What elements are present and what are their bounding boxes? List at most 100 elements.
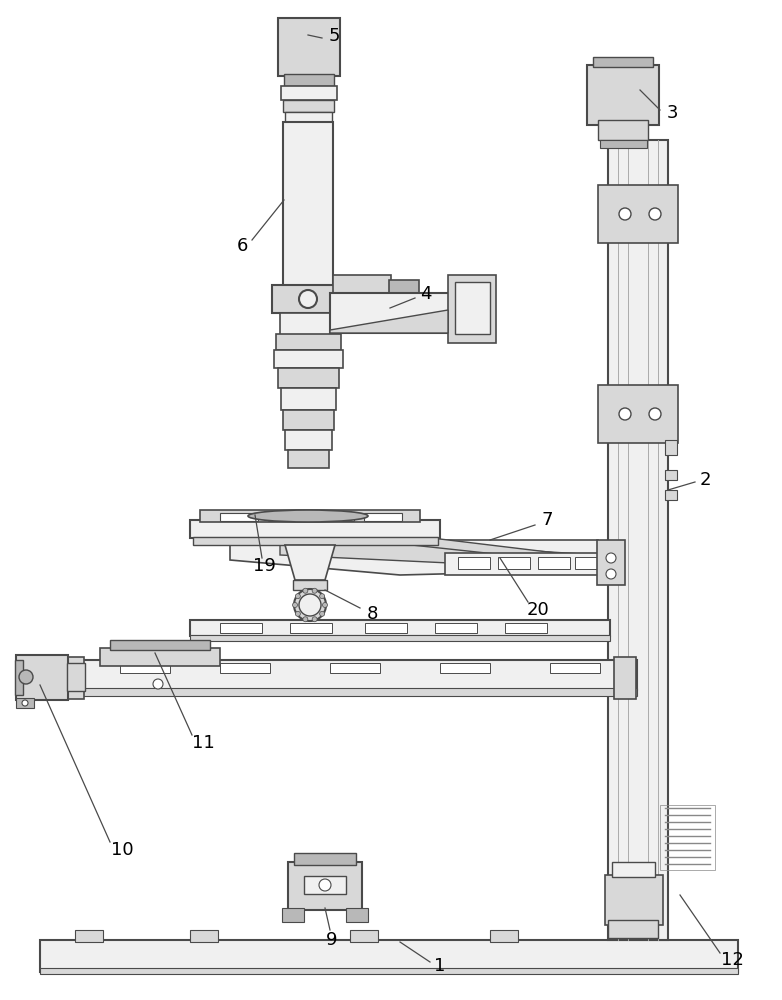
- Bar: [268, 513, 306, 521]
- Polygon shape: [230, 540, 598, 575]
- Bar: [665, 470, 677, 480]
- Bar: [587, 65, 659, 125]
- Circle shape: [320, 611, 325, 616]
- Bar: [288, 862, 362, 910]
- Bar: [290, 623, 332, 633]
- Bar: [193, 537, 438, 545]
- Text: 10: 10: [111, 841, 133, 859]
- Circle shape: [299, 594, 321, 616]
- Bar: [608, 140, 668, 940]
- Bar: [293, 580, 327, 590]
- Text: 6: 6: [236, 237, 248, 255]
- Polygon shape: [365, 530, 598, 565]
- Bar: [15, 660, 23, 695]
- Bar: [288, 450, 329, 468]
- Bar: [598, 185, 678, 243]
- Bar: [330, 663, 380, 673]
- Bar: [278, 368, 339, 388]
- Bar: [274, 350, 343, 368]
- Bar: [62, 688, 637, 696]
- Text: 2: 2: [699, 471, 711, 489]
- Bar: [330, 293, 452, 333]
- Circle shape: [649, 408, 661, 420]
- Text: 4: 4: [420, 285, 432, 303]
- Bar: [62, 660, 637, 690]
- Bar: [285, 430, 332, 450]
- Text: 12: 12: [720, 951, 744, 969]
- Bar: [498, 557, 530, 569]
- Bar: [505, 623, 547, 633]
- Bar: [550, 663, 600, 673]
- Circle shape: [322, 602, 328, 607]
- Circle shape: [319, 879, 331, 891]
- Bar: [283, 122, 333, 287]
- Circle shape: [292, 602, 297, 607]
- Bar: [75, 930, 103, 942]
- Bar: [598, 120, 648, 140]
- Bar: [220, 663, 270, 673]
- Circle shape: [619, 408, 631, 420]
- Circle shape: [296, 611, 300, 616]
- Bar: [190, 620, 610, 636]
- Bar: [346, 908, 368, 922]
- Bar: [593, 57, 653, 67]
- Text: 9: 9: [326, 931, 338, 949]
- Bar: [364, 513, 402, 521]
- Bar: [67, 663, 85, 691]
- Bar: [272, 285, 345, 313]
- Circle shape: [19, 670, 33, 684]
- Bar: [283, 410, 334, 430]
- Bar: [665, 490, 677, 500]
- Text: 20: 20: [526, 601, 550, 619]
- Text: 19: 19: [253, 557, 275, 575]
- Bar: [597, 540, 625, 585]
- Circle shape: [649, 208, 661, 220]
- Bar: [665, 440, 677, 455]
- Bar: [281, 388, 336, 410]
- Bar: [598, 385, 678, 443]
- Polygon shape: [285, 545, 335, 580]
- Circle shape: [606, 569, 616, 579]
- Circle shape: [312, 617, 317, 622]
- Bar: [276, 334, 341, 350]
- Text: 11: 11: [192, 734, 214, 752]
- Bar: [333, 275, 391, 320]
- Ellipse shape: [248, 510, 368, 522]
- Bar: [278, 18, 340, 76]
- Bar: [280, 313, 337, 335]
- Bar: [220, 623, 262, 633]
- Bar: [16, 655, 68, 700]
- Bar: [608, 920, 658, 938]
- Bar: [304, 876, 346, 894]
- Text: 1: 1: [434, 957, 446, 975]
- Bar: [350, 930, 378, 942]
- Bar: [283, 100, 334, 112]
- Text: 8: 8: [366, 605, 378, 623]
- Bar: [440, 663, 490, 673]
- Circle shape: [303, 588, 308, 593]
- Circle shape: [312, 588, 317, 593]
- Circle shape: [299, 290, 317, 308]
- Bar: [455, 282, 490, 334]
- Bar: [284, 74, 334, 86]
- Bar: [448, 275, 496, 343]
- Bar: [365, 623, 407, 633]
- Circle shape: [153, 679, 163, 689]
- Bar: [490, 930, 518, 942]
- Bar: [281, 86, 337, 100]
- Text: 7: 7: [541, 511, 553, 529]
- Bar: [600, 140, 647, 148]
- Bar: [190, 930, 218, 942]
- Circle shape: [296, 594, 300, 599]
- Bar: [605, 875, 663, 925]
- Text: 3: 3: [666, 104, 678, 122]
- Bar: [120, 663, 170, 673]
- Circle shape: [320, 594, 325, 599]
- Bar: [190, 635, 610, 641]
- Circle shape: [606, 553, 616, 563]
- Circle shape: [619, 208, 631, 220]
- Bar: [575, 557, 607, 569]
- Bar: [40, 968, 738, 974]
- Bar: [458, 557, 490, 569]
- Bar: [100, 648, 220, 666]
